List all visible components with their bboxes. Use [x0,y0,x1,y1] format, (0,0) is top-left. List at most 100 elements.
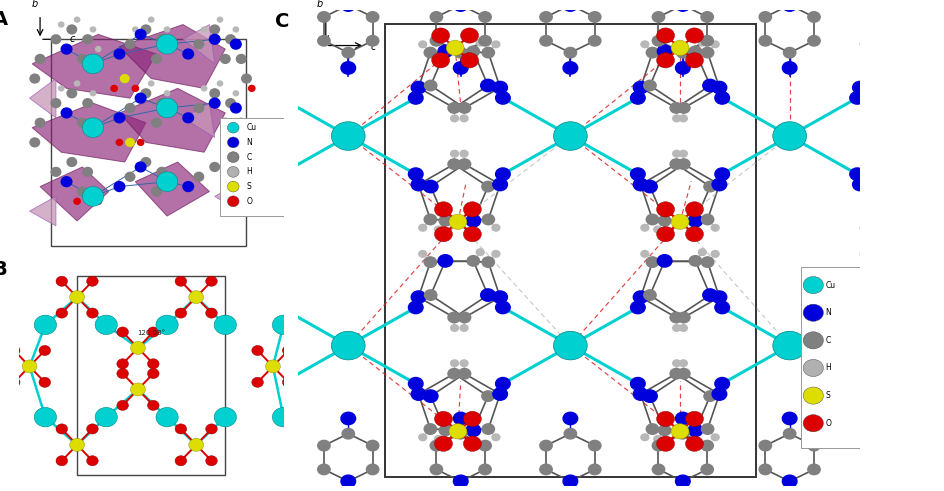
Circle shape [669,312,682,323]
Circle shape [157,35,166,44]
Circle shape [117,368,128,379]
Circle shape [476,39,483,46]
Circle shape [135,29,145,39]
Circle shape [132,27,138,32]
Circle shape [228,137,239,148]
Circle shape [539,440,551,451]
Circle shape [917,249,924,255]
Circle shape [206,276,217,286]
Circle shape [130,383,145,396]
Circle shape [424,214,436,225]
Circle shape [807,12,819,22]
Circle shape [891,325,899,331]
Circle shape [170,47,175,52]
Circle shape [479,35,491,46]
Circle shape [141,89,150,98]
Circle shape [35,55,44,63]
Circle shape [553,122,586,150]
Circle shape [865,257,877,268]
Circle shape [675,475,689,488]
Circle shape [851,388,867,400]
Circle shape [95,408,117,427]
Circle shape [859,250,868,257]
Circle shape [434,226,452,242]
Circle shape [495,168,510,180]
Circle shape [175,276,187,286]
Circle shape [453,412,467,425]
Circle shape [632,388,648,400]
Circle shape [423,390,437,402]
Circle shape [39,345,51,355]
Circle shape [702,80,716,92]
Circle shape [646,424,658,434]
Circle shape [658,425,670,436]
Circle shape [220,118,229,127]
Circle shape [460,325,467,331]
Polygon shape [119,88,225,152]
Circle shape [148,81,154,86]
Circle shape [465,424,480,436]
Circle shape [434,202,452,217]
Circle shape [460,53,478,68]
Bar [220,118,286,216]
Polygon shape [135,162,210,216]
Text: H: H [825,363,831,373]
Circle shape [670,214,688,229]
Circle shape [56,456,68,466]
Circle shape [164,91,170,96]
Circle shape [242,138,251,147]
Text: H: H [246,167,252,176]
Circle shape [859,224,868,231]
Text: b: b [316,0,323,9]
Circle shape [331,122,364,150]
Circle shape [270,41,278,48]
Circle shape [342,429,354,439]
Circle shape [22,360,37,373]
Circle shape [114,182,125,191]
Circle shape [714,378,729,390]
Circle shape [202,80,214,91]
Circle shape [492,250,499,257]
Circle shape [630,378,645,390]
Circle shape [272,408,295,427]
Circle shape [226,172,235,181]
Text: C: C [246,153,251,162]
Circle shape [212,436,220,442]
Circle shape [698,249,705,255]
Circle shape [453,0,467,11]
Circle shape [907,46,919,56]
Circle shape [39,377,51,387]
Circle shape [679,325,686,331]
Circle shape [189,438,203,451]
Circle shape [424,47,436,58]
Circle shape [183,113,194,123]
Circle shape [157,99,166,108]
Polygon shape [32,34,157,98]
Circle shape [588,464,600,475]
Circle shape [891,360,899,367]
Circle shape [135,93,145,103]
Circle shape [921,80,936,92]
Circle shape [448,424,466,439]
Circle shape [563,412,577,425]
Circle shape [434,436,452,451]
Circle shape [260,257,272,268]
Circle shape [243,149,249,155]
Circle shape [430,12,442,22]
Circle shape [238,150,245,157]
Circle shape [656,53,674,68]
Circle shape [236,118,245,127]
Circle shape [193,295,200,301]
Circle shape [479,440,491,451]
Circle shape [431,53,449,68]
Circle shape [479,464,491,475]
Circle shape [460,115,467,122]
Circle shape [687,424,702,436]
Circle shape [849,301,864,314]
Circle shape [157,172,177,191]
Circle shape [175,308,187,318]
Circle shape [83,35,93,44]
Circle shape [61,177,72,187]
Circle shape [61,108,72,118]
Text: N: N [246,138,252,147]
